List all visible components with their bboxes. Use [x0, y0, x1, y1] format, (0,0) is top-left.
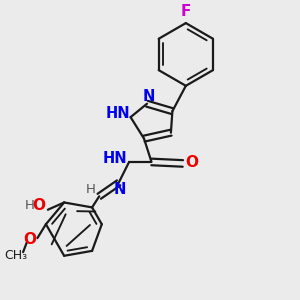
Text: O: O: [185, 155, 198, 170]
Text: H: H: [85, 183, 95, 196]
Text: F: F: [181, 4, 191, 19]
Text: N: N: [114, 182, 126, 197]
Text: H: H: [25, 199, 35, 212]
Text: HN: HN: [103, 152, 127, 166]
Text: HN: HN: [106, 106, 130, 121]
Text: O: O: [23, 232, 37, 247]
Text: O: O: [32, 198, 45, 213]
Text: CH₃: CH₃: [4, 249, 27, 262]
Text: N: N: [142, 89, 155, 104]
